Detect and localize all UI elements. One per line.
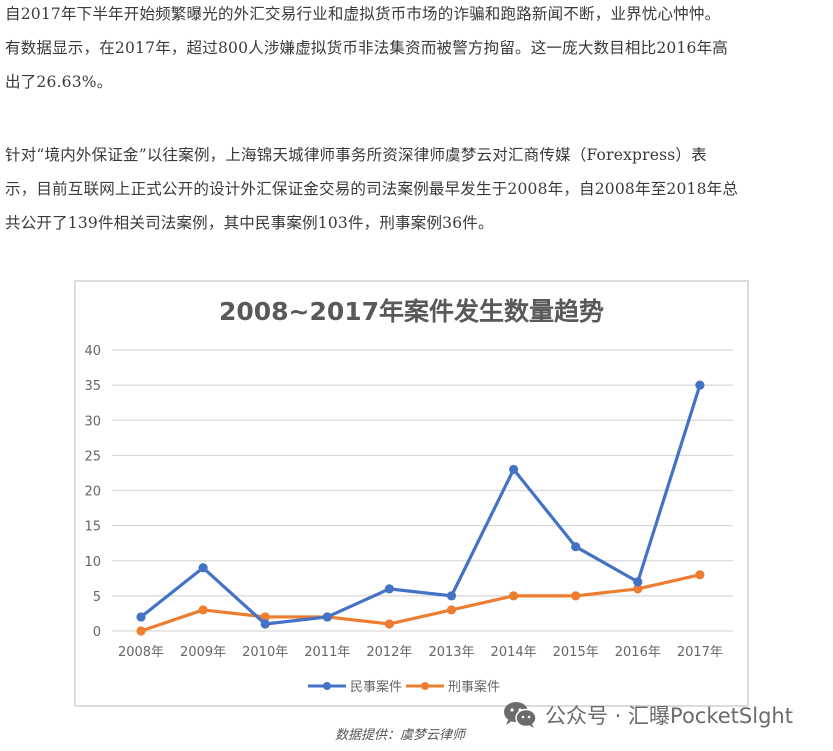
y-tick-label: 40 (84, 344, 101, 359)
paragraph-cases: 针对“境内外保证金”以往案例，上海锦天城律师事务所资深律师虞梦云对汇商传媒（Fo… (5, 138, 830, 240)
y-tick-label: 35 (84, 379, 101, 394)
data-point-marker (633, 577, 643, 587)
data-point-marker (384, 584, 394, 594)
series-line (140, 384, 702, 626)
data-point-marker (446, 591, 457, 601)
legend-line-marker-icon (308, 681, 346, 690)
data-source-caption: 数据提供：虞梦云律师 (335, 728, 466, 743)
x-tick-label: 2009年 (180, 645, 226, 660)
data-point-marker (136, 612, 146, 622)
chart-gridlines (112, 349, 733, 632)
legend-item-civil: 民事案件 (308, 676, 402, 695)
text-line: 针对“境内外保证金”以往案例，上海锦天城律师事务所资深律师虞梦云对汇商传媒（Fo… (5, 146, 707, 164)
y-tick-label: 30 (84, 414, 101, 429)
watermark: 公众号 · 汇曝PocketSlght (503, 700, 793, 730)
y-tick-label: 5 (93, 590, 101, 605)
series-line (140, 573, 701, 633)
text-line: 自2017年下半年开始频繁曝光的外汇交易行业和虚拟货币市场的诈骗和跑路新闻不断，… (5, 5, 721, 23)
y-tick-label: 20 (84, 485, 101, 500)
data-point-marker (446, 605, 457, 615)
y-axis-ticks: 0 5 10 15 20 25 30 35 40 (84, 344, 101, 640)
x-tick-label: 2010年 (242, 645, 288, 660)
watermark-text: 公众号 · 汇曝PocketSlght (545, 704, 793, 728)
data-point-marker (322, 612, 332, 622)
y-tick-label: 10 (84, 555, 101, 570)
x-tick-label: 2008年 (118, 645, 164, 660)
data-point-marker (695, 570, 705, 580)
y-tick-label: 0 (93, 625, 101, 640)
x-tick-label: 2017年 (677, 645, 723, 660)
data-point-marker (384, 619, 394, 629)
legend-item-criminal: 刑事案件 (406, 676, 500, 695)
y-tick-label: 15 (84, 520, 101, 535)
paragraph-intro: 自2017年下半年开始频繁曝光的外汇交易行业和虚拟货币市场的诈骗和跑路新闻不断，… (5, 0, 830, 99)
data-point-marker (198, 605, 208, 615)
data-point-marker (136, 626, 146, 636)
chart-container (74, 280, 749, 707)
text-line: 示，目前互联网上正式公开的设计外汇保证金交易的司法案例最早发生于2008年，自2… (5, 180, 739, 198)
text-line: 共公开了139件相关司法案例，其中民事案例103件，刑事案例36件。 (5, 214, 494, 232)
legend-label: 刑事案件 (448, 680, 501, 695)
x-tick-label: 2015年 (553, 645, 599, 660)
chart-title: 2008~2017年案件发生数量趋势 (218, 297, 605, 326)
x-tick-label: 2016年 (615, 645, 661, 660)
x-tick-label: 2014年 (491, 645, 537, 660)
data-point-marker (633, 584, 643, 594)
x-tick-label: 2011年 (304, 645, 350, 660)
x-tick-label: 2012年 (366, 645, 412, 660)
data-point-marker (571, 591, 581, 601)
x-axis-ticks: 2008年 2009年 2010年 2011年 2012年 2013年 2014年 2015年… (118, 645, 723, 660)
legend-line-marker-icon (406, 681, 445, 690)
data-point-marker (260, 612, 270, 622)
y-tick-label: 25 (84, 449, 101, 464)
series-civil-cases (136, 380, 705, 629)
data-point-marker (695, 380, 705, 390)
data-point-marker (260, 619, 270, 629)
text-line: 有数据显示，在2017年，超过800人涉嫌虚拟货币非法集资而被警方拘留。这一庞大… (5, 39, 728, 57)
data-point-marker (508, 591, 519, 601)
wechat-icon (504, 702, 537, 728)
data-point-marker (198, 563, 208, 573)
data-point-marker (571, 542, 581, 552)
chart-legend: 民事案件 刑事案件 (308, 676, 504, 695)
chart-series (136, 380, 705, 636)
series-criminal-cases (136, 570, 705, 636)
data-point-marker (508, 464, 519, 475)
legend-label: 民事案件 (350, 680, 403, 695)
text-line: 出了26.63%。 (5, 73, 113, 91)
x-tick-label: 2013年 (428, 645, 474, 660)
